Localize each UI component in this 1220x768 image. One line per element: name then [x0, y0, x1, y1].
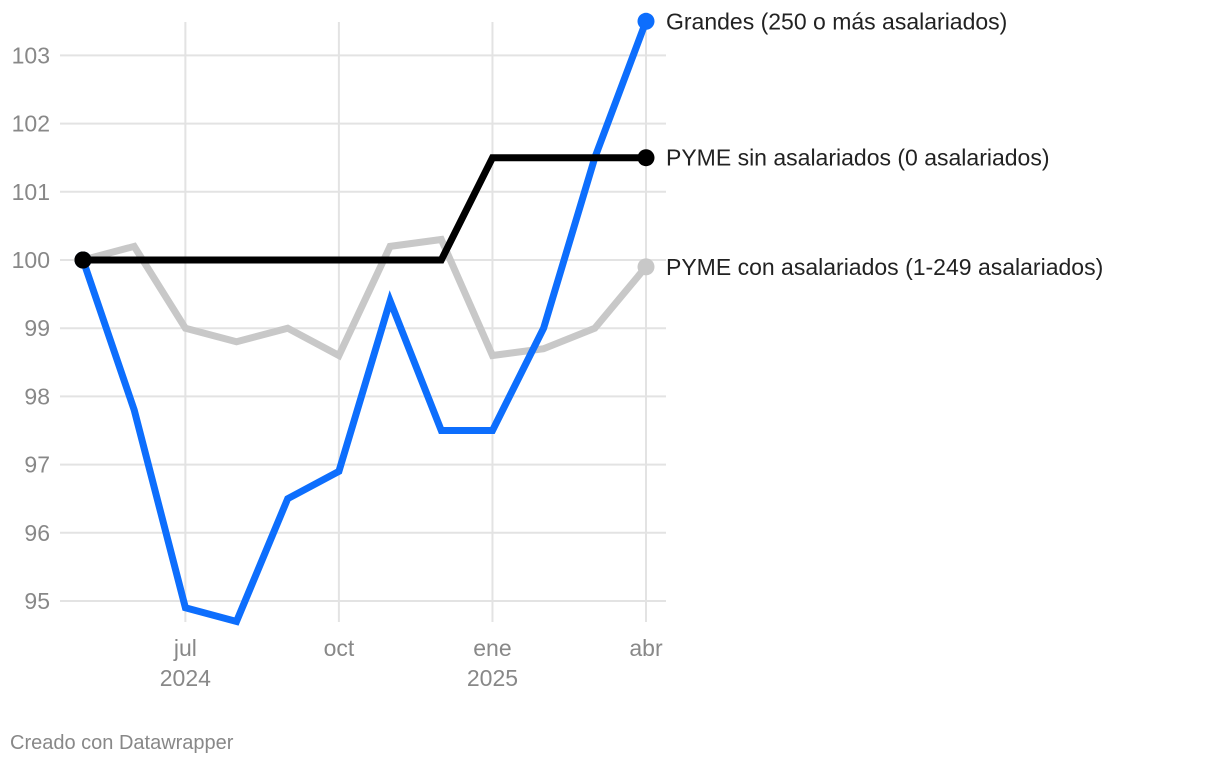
x-tick-year-label: 2025	[467, 665, 518, 691]
vertical-gridlines	[184, 22, 647, 622]
y-tick-label: 96	[24, 520, 50, 546]
line-chart: 95 96 97 98 99 100 101 102 103 jul 2024 oct ene 2025…	[12, 8, 1104, 691]
series-end-dot	[637, 149, 655, 167]
series-label: Grandes (250 o más asalariados)	[666, 8, 1007, 34]
x-tick-year-label: 2024	[160, 665, 211, 691]
shared-start-dot	[74, 251, 92, 269]
series-line-2	[83, 154, 646, 264]
series-end-dot	[637, 258, 655, 276]
y-tick-label: 101	[12, 179, 50, 205]
horizontal-gridlines	[60, 54, 666, 602]
series-lines	[74, 12, 655, 626]
series-line-0	[82, 235, 649, 361]
y-axis-ticks: 95 96 97 98 99 100 101 102 103	[12, 42, 50, 614]
x-tick-label: abr	[629, 635, 663, 661]
series-end-labels: PYME con asalariados (1-249 asalariados)…	[666, 8, 1103, 280]
series-label: PYME sin asalariados (0 asalariados)	[666, 145, 1050, 171]
y-tick-label: 100	[12, 247, 50, 273]
y-tick-label: 103	[12, 42, 50, 68]
y-tick-label: 99	[24, 315, 50, 341]
series-line-1	[79, 20, 650, 626]
x-tick-label: jul	[173, 635, 197, 661]
credit-text: Creado con Datawrapper	[10, 732, 234, 754]
x-tick-label: oct	[324, 635, 355, 661]
x-axis-ticks: jul 2024 oct ene 2025 abr	[160, 635, 663, 691]
y-tick-label: 95	[24, 588, 50, 614]
series-label: PYME con asalariados (1-249 asalariados)	[666, 254, 1103, 280]
x-tick-label: ene	[473, 635, 511, 661]
y-tick-label: 98	[24, 383, 50, 409]
y-tick-label: 102	[12, 111, 50, 137]
series-end-dot	[637, 12, 655, 30]
y-tick-label: 97	[24, 452, 50, 478]
